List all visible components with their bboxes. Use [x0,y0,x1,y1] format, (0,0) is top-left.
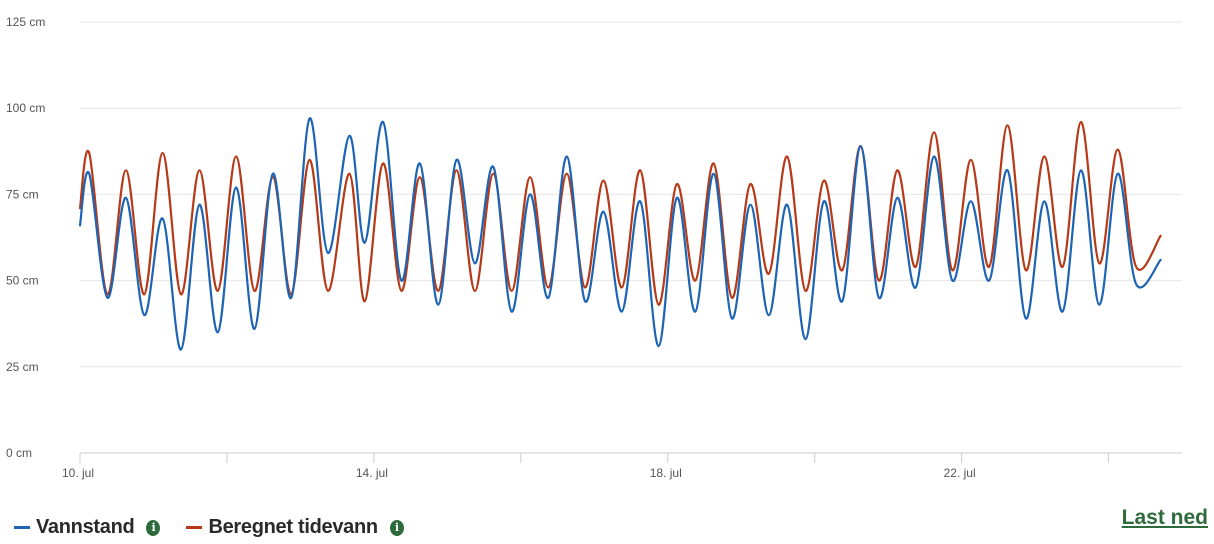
download-link[interactable]: Last ned [1121,506,1208,529]
y-axis: 0 cm 25 cm 50 cm 75 cm 100 cm 125 cm [6,15,45,460]
x-axis: 10. jul 14. jul 18. jul 22. jul [62,452,1182,480]
legend-label-vannstand: Vannstand [36,516,135,538]
y-tick-label: 75 cm [6,187,39,201]
legend-label-beregnet-tidevann: Beregnet tidevann [208,516,378,538]
x-tick-label: 18. jul [650,466,682,480]
y-tick-label: 100 cm [6,101,45,115]
info-icon[interactable]: i [389,519,404,536]
x-tick-label: 10. jul [62,466,94,480]
y-tick-label: 125 cm [6,15,45,29]
legend-swatch-vannstand [14,526,30,529]
legend-item-vannstand[interactable]: Vannstand i [14,516,161,539]
series-lines [78,117,1162,351]
y-tick-label: 0 cm [6,446,32,460]
grid-lines [80,21,1182,368]
info-icon[interactable]: i [146,519,161,536]
series-line-beregnet-tidevann [78,120,1162,306]
legend-item-beregnet-tidevann[interactable]: Beregnet tidevann i [186,516,404,539]
series-line-vannstand [78,117,1162,351]
legend: Vannstand i Beregnet tidevann i [14,516,430,539]
legend-swatch-beregnet-tidevann [186,526,203,529]
y-tick-label: 25 cm [6,360,39,374]
y-tick-label: 50 cm [6,274,39,288]
x-tick-label: 14. jul [356,466,388,480]
x-tick-label: 22. jul [944,466,976,480]
